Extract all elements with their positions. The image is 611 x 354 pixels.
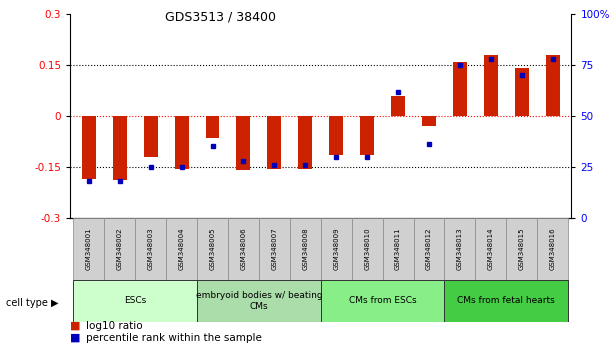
Bar xyxy=(104,218,135,280)
Bar xyxy=(352,218,382,280)
Bar xyxy=(515,68,529,116)
Text: GSM348008: GSM348008 xyxy=(302,227,309,270)
Bar xyxy=(414,218,444,280)
Bar xyxy=(73,280,197,322)
Text: GSM348009: GSM348009 xyxy=(333,227,339,270)
Bar xyxy=(197,218,228,280)
Bar xyxy=(422,116,436,126)
Bar xyxy=(205,116,219,138)
Bar xyxy=(453,62,467,116)
Bar xyxy=(268,116,281,169)
Bar xyxy=(475,218,507,280)
Bar xyxy=(484,55,498,116)
Text: GSM348004: GSM348004 xyxy=(178,227,185,270)
Bar xyxy=(321,218,352,280)
Text: ▶: ▶ xyxy=(51,298,58,308)
Bar xyxy=(113,116,126,181)
Bar xyxy=(329,116,343,155)
Bar xyxy=(135,218,166,280)
Text: CMs from fetal hearts: CMs from fetal hearts xyxy=(458,296,555,306)
Bar xyxy=(73,218,104,280)
Text: GSM348007: GSM348007 xyxy=(271,227,277,270)
Bar xyxy=(166,218,197,280)
Bar xyxy=(197,280,321,322)
Text: GSM348011: GSM348011 xyxy=(395,227,401,270)
Text: embryoid bodies w/ beating
CMs: embryoid bodies w/ beating CMs xyxy=(196,291,322,310)
Bar xyxy=(360,116,374,155)
Bar xyxy=(537,218,568,280)
Bar xyxy=(228,218,259,280)
Bar xyxy=(321,280,444,322)
Bar xyxy=(546,55,560,116)
Bar xyxy=(444,218,475,280)
Text: log10 ratio: log10 ratio xyxy=(86,321,142,331)
Bar xyxy=(175,116,189,169)
Text: GSM348013: GSM348013 xyxy=(457,227,463,270)
Text: GSM348003: GSM348003 xyxy=(148,227,154,270)
Text: percentile rank within the sample: percentile rank within the sample xyxy=(86,333,262,343)
Bar xyxy=(82,116,96,179)
Bar xyxy=(507,218,537,280)
Bar xyxy=(444,280,568,322)
Text: GDS3513 / 38400: GDS3513 / 38400 xyxy=(165,11,276,24)
Bar xyxy=(290,218,321,280)
Bar xyxy=(298,116,312,169)
Text: GSM348001: GSM348001 xyxy=(86,227,92,270)
Text: ■: ■ xyxy=(70,321,81,331)
Text: GSM348006: GSM348006 xyxy=(241,227,246,270)
Bar xyxy=(236,116,251,170)
Text: GSM348005: GSM348005 xyxy=(210,227,216,270)
Bar xyxy=(391,96,405,116)
Text: ■: ■ xyxy=(70,333,81,343)
Text: GSM348010: GSM348010 xyxy=(364,227,370,270)
Bar xyxy=(259,218,290,280)
Bar xyxy=(144,116,158,156)
Text: cell type: cell type xyxy=(6,298,48,308)
Text: GSM348012: GSM348012 xyxy=(426,227,432,270)
Bar xyxy=(382,218,414,280)
Text: CMs from ESCs: CMs from ESCs xyxy=(349,296,417,306)
Text: GSM348015: GSM348015 xyxy=(519,227,525,270)
Text: GSM348016: GSM348016 xyxy=(550,227,556,270)
Text: ESCs: ESCs xyxy=(124,296,147,306)
Text: GSM348014: GSM348014 xyxy=(488,227,494,270)
Text: GSM348002: GSM348002 xyxy=(117,227,123,270)
